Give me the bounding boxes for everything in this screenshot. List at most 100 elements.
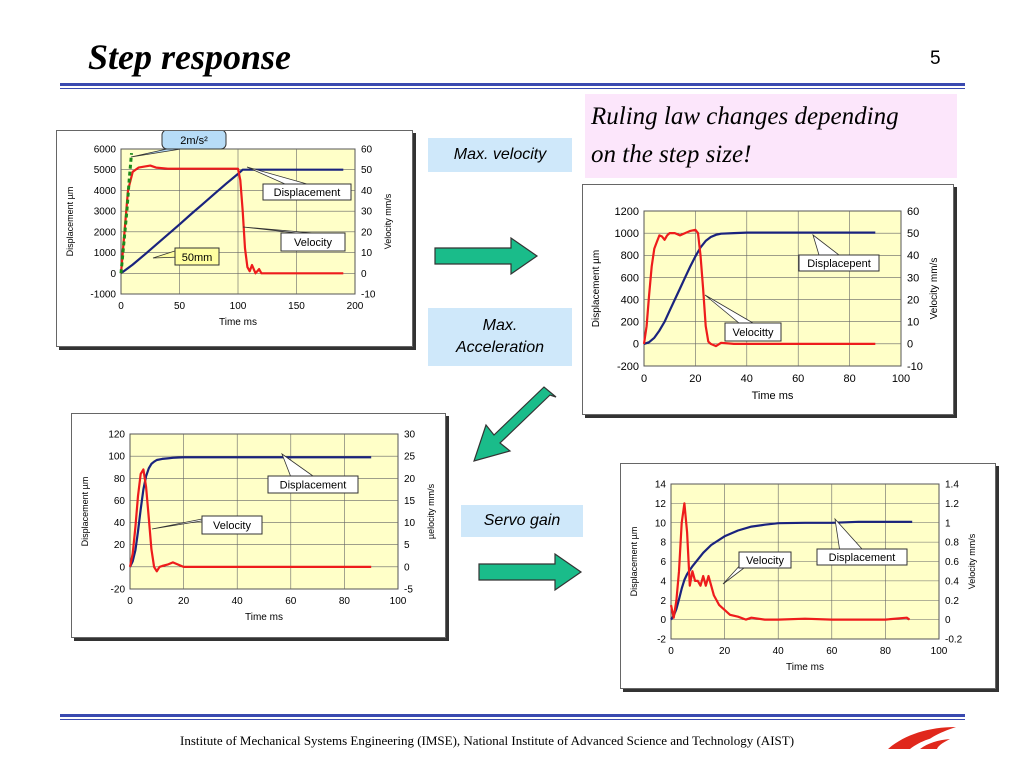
y2-tick-label: 50 [361,165,373,176]
chart-1-svg: 0 50 100 150 200-100001000200030004000500060… [65,129,393,328]
x-tick-label: 40 [232,596,244,607]
y2-tick-label: 0.8 [945,538,959,549]
y-tick-label: 1000 [94,248,117,259]
y-tick-label: 14 [655,480,667,491]
distance-callout-text: 50mm [182,252,213,264]
chart-panel-3: 0 20 40 60 80 100 -20 0 20 40 60 80 100 120 -5 0 5 10 15 20… [71,413,446,638]
label-max-accel-line1: Max. [482,317,518,334]
x-tick-label: 80 [339,596,351,607]
series-line-velocity [128,468,372,573]
y-tick-label: 10 [655,518,667,529]
y2-axis-label: Velocity mm/s [383,193,393,249]
distance-callout-box [174,247,220,266]
velocity-callout-box [738,551,792,569]
x-tick-label: 50 [174,301,186,312]
displacement-callout-box [262,183,352,201]
x-tick-label: 0 [668,646,674,657]
y2-tick-label: 10 [361,248,373,259]
top-rule-thin [60,88,965,89]
accel-callout-text: 2m/s² [180,135,208,147]
y-tick-label: 4 [660,576,666,587]
y2-tick-label: 5 [404,540,410,551]
y2-tick-label: 0.6 [945,557,959,568]
y-tick-label: 600 [621,272,639,284]
note-line-2: on the step size! [591,141,752,168]
label-max-acceleration: Max. Acceleration [428,308,572,366]
chart-3-svg: 0 20 40 60 80 100-20020406080100120-505101520… [80,430,436,624]
arrow-right-2-icon [478,552,583,592]
label-servo-gain: Servo gain [461,505,583,537]
x-axis-label: Time ms [245,612,283,623]
y-tick-label: 1200 [615,206,639,218]
velocity-callout-text: Velocity [746,555,784,567]
x-tick-label: 0 [641,373,647,385]
arrow-right-1-icon [434,236,539,276]
label-max-velocity: Max. velocity [428,138,572,172]
x-axis-label: Time ms [786,662,824,673]
y-tick-label: 40 [114,518,126,529]
x-tick-label: 0 [127,596,133,607]
y-tick-label: 8 [660,538,666,549]
slide-title: Step response [88,37,292,77]
series-line-velocity [642,228,876,348]
footer-text: Institute of Mechanical Systems Engineer… [180,733,795,748]
y-axis-label: Displacement µm [591,250,602,327]
y2-tick-label: 30 [907,272,919,284]
velocity-callout-box [201,515,263,535]
y2-tick-label: 0 [907,339,913,351]
y2-tick-label: 20 [404,474,416,485]
y-tick-label: 2000 [94,227,117,238]
y-tick-label: 0 [119,562,125,573]
x-tick-label: 150 [288,301,305,312]
x-tick-label: 100 [390,596,407,607]
displacement-callout-box [816,548,908,566]
y2-tick-label: 40 [907,250,919,262]
y-tick-label: -2 [657,635,666,646]
displacement-callout-box [798,254,880,272]
bottom-rule-thin [60,719,965,720]
y2-tick-label: 0 [404,562,410,573]
y-tick-label: -200 [617,361,639,373]
y2-tick-label: 15 [404,496,416,507]
y-tick-label: 6 [660,557,666,568]
series-line-velocity [669,502,911,621]
x-tick-label: 40 [773,646,785,657]
y-tick-label: 6000 [94,145,117,156]
displacement-callout-text: Displacement [274,187,341,199]
y2-tick-label: 20 [361,227,373,238]
x-tick-label: 200 [347,301,364,312]
x-tick-label: 80 [843,373,855,385]
chart-panel-4: 0 20 40 60 80 100 -2 0 2 4 6 8 10 12 14 -0.2 0 0.2 0.4 0.6 0… [620,463,996,689]
y2-tick-label: 0 [361,269,367,280]
series-line-displacement [129,456,372,568]
y2-tick-label: 0.4 [945,576,959,587]
y2-tick-label: 20 [907,294,919,306]
y2-tick-label: 0.2 [945,596,959,607]
displacement-callout-text: Displacepent [807,258,871,270]
y-tick-label: 20 [114,540,126,551]
y2-tick-label: 60 [907,206,919,218]
x-tick-label: 20 [689,373,701,385]
y-tick-label: 12 [655,499,667,510]
y-axis-label: Displacement µm [80,477,90,547]
y2-tick-label: 40 [361,186,373,197]
y-tick-label: 60 [114,496,126,507]
y-axis-label: Displacement µm [65,187,75,257]
chart-2-svg: 0 20 40 60 80 100-200020040060080010001200-10… [591,206,940,402]
y2-tick-label: 60 [361,145,373,156]
chart-panel-2: 0 20 40 60 80 100 -200 0 200 400 600 800 1000 1200 -10… [582,184,954,415]
velocity-callout-box [280,232,346,252]
y2-tick-label: -10 [361,290,376,301]
x-tick-label: 60 [792,373,804,385]
y-tick-label: 800 [621,250,639,262]
top-rule [60,83,965,86]
note-line-1: Ruling law changes depending [591,103,899,130]
x-tick-label: 40 [741,373,753,385]
y-tick-label: 80 [114,474,126,485]
x-tick-label: 100 [892,373,910,385]
arrow-down-left-icon [473,386,557,462]
velocity-callout-text: Velocity [294,237,332,249]
x-tick-label: 20 [719,646,731,657]
y-tick-label: 120 [108,430,125,441]
y2-tick-label: -0.2 [945,635,963,646]
